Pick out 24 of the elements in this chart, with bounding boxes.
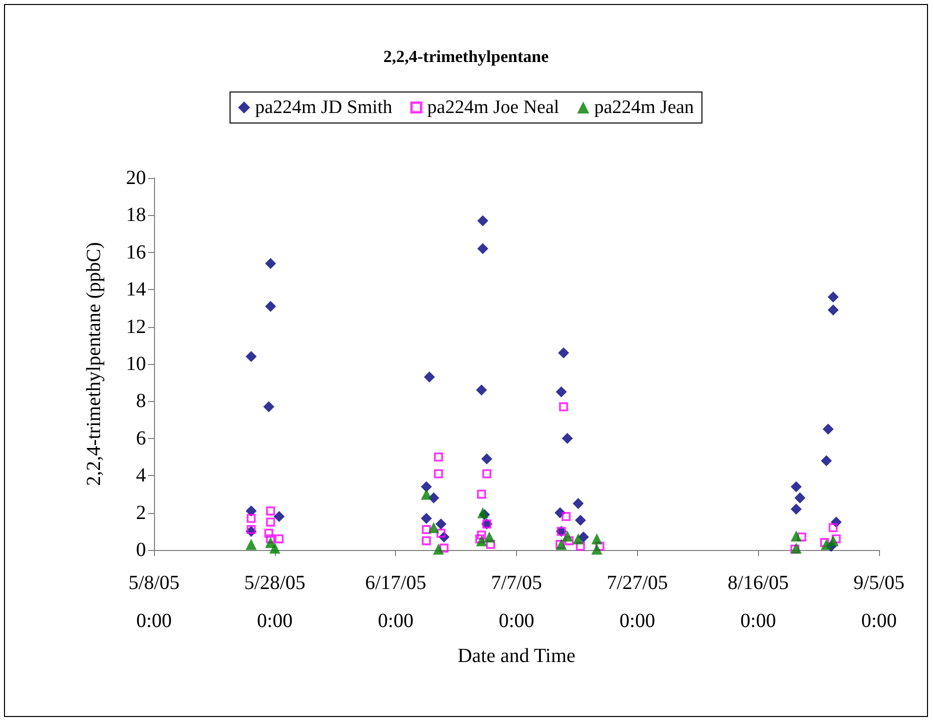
y-tick-label: 18 <box>126 204 146 226</box>
y-tick-label: 16 <box>126 241 146 264</box>
y-tick-label: 2 <box>136 502 146 524</box>
x-tick-label: 7/27/05 0:00 <box>606 572 668 632</box>
x-tick-label: 9/5/05 0:00 <box>853 572 905 632</box>
y-tick-label: 14 <box>126 278 146 301</box>
x-tick-label: 5/8/05 0:00 <box>128 572 180 632</box>
legend-label: pa224m Jean <box>594 97 694 118</box>
legend-label: pa224m Joe Neal <box>427 97 560 118</box>
y-tick-label: 12 <box>126 316 146 338</box>
x-tick-label: 7/7/05 0:00 <box>490 572 542 632</box>
x-axis-title: Date and Time <box>458 645 576 667</box>
y-tick-label: 10 <box>126 353 146 375</box>
x-tick-label: 6/17/05 0:00 <box>365 572 426 632</box>
x-tick-label: 5/28/05 0:00 <box>244 572 306 632</box>
y-tick-label: 20 <box>126 167 146 189</box>
y-tick-label: 8 <box>136 390 146 412</box>
y-tick-label: 6 <box>136 427 146 450</box>
chart-title: 2,2,4-trimethylpentane <box>383 47 550 66</box>
legend-label: pa224m JD Smith <box>255 97 393 118</box>
y-axis-title: 2,2,4-trimethylpentane (ppbC) <box>83 242 105 486</box>
y-tick-label: 4 <box>136 464 146 487</box>
y-tick-label: 0 <box>136 539 146 561</box>
x-tick-label: 8/16/05 0:00 <box>728 572 789 632</box>
